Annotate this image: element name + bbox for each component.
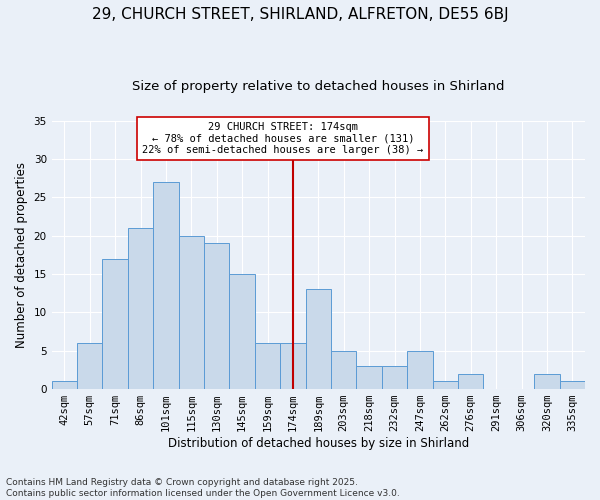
Bar (382, 366, 407, 389)
Bar (407, 350, 433, 389)
Bar (179, 236, 204, 389)
Title: Size of property relative to detached houses in Shirland: Size of property relative to detached ho… (132, 80, 505, 93)
Bar (103, 258, 128, 389)
Bar (255, 343, 280, 389)
Text: 29, CHURCH STREET, SHIRLAND, ALFRETON, DE55 6BJ: 29, CHURCH STREET, SHIRLAND, ALFRETON, D… (92, 8, 508, 22)
Bar (77, 343, 103, 389)
Text: 29 CHURCH STREET: 174sqm
← 78% of detached houses are smaller (131)
22% of semi-: 29 CHURCH STREET: 174sqm ← 78% of detach… (142, 122, 424, 156)
Text: Contains HM Land Registry data © Crown copyright and database right 2025.
Contai: Contains HM Land Registry data © Crown c… (6, 478, 400, 498)
Bar (204, 244, 229, 389)
Bar (305, 290, 331, 389)
X-axis label: Distribution of detached houses by size in Shirland: Distribution of detached houses by size … (168, 437, 469, 450)
Y-axis label: Number of detached properties: Number of detached properties (15, 162, 28, 348)
Bar (280, 343, 305, 389)
Bar (534, 374, 560, 389)
Bar (331, 350, 356, 389)
Bar (52, 382, 77, 389)
Bar (560, 382, 585, 389)
Bar (128, 228, 153, 389)
Bar (356, 366, 382, 389)
Bar (153, 182, 179, 389)
Bar (229, 274, 255, 389)
Bar (433, 382, 458, 389)
Bar (458, 374, 484, 389)
